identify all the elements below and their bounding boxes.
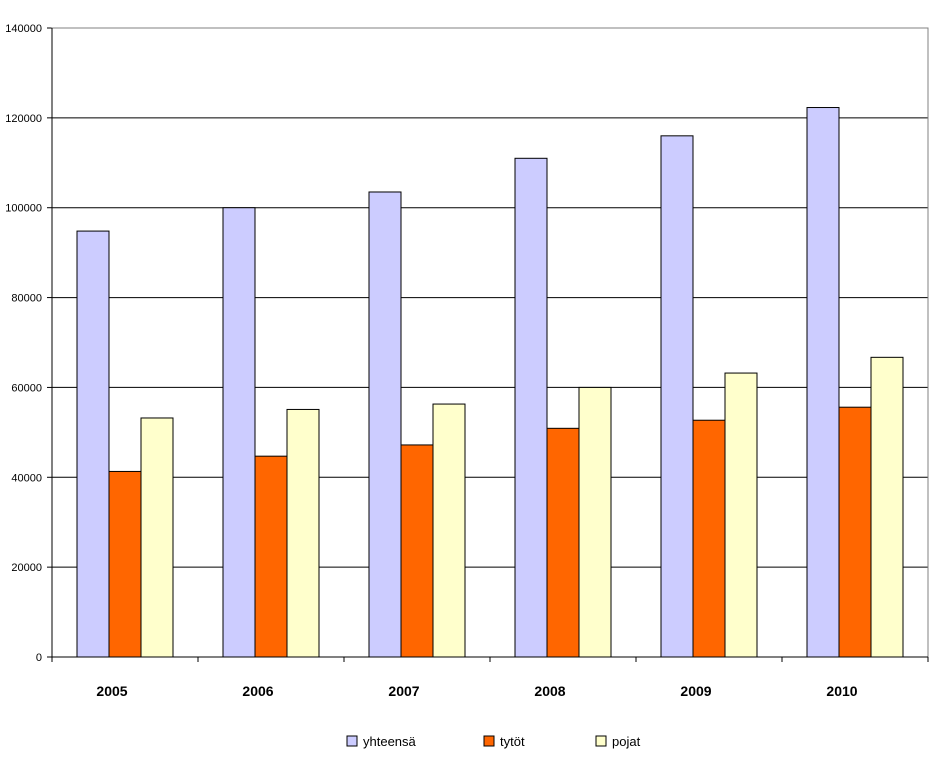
legend-label: yhteensä xyxy=(363,734,417,749)
legend-swatch-yhteensä xyxy=(346,735,358,747)
bar-yhteensä-2005 xyxy=(76,230,110,658)
bar-tytöt-2005 xyxy=(108,470,142,658)
bar-tytöt-2009 xyxy=(692,419,726,658)
y-tick-label: 80000 xyxy=(11,293,42,305)
x-tick-label: 2010 xyxy=(826,683,857,699)
bar-yhteensä-2010 xyxy=(806,107,840,658)
x-tick-labels: 2005 2006 2007 2008 2009 2010 xyxy=(96,683,857,699)
bar-tytöt-2010 xyxy=(838,406,872,658)
y-tick-labels: 0 20000 40000 60000 80000 100000 120000 140000 xyxy=(5,23,42,664)
y-tick-label: 40000 xyxy=(11,472,42,484)
bar-pojat-2005 xyxy=(140,417,174,658)
bar-pojat-2010 xyxy=(870,356,904,658)
bar-pojat-2006 xyxy=(286,408,320,658)
gridlines xyxy=(47,27,928,658)
x-tick-label: 2008 xyxy=(534,683,565,699)
y-tick-label: 100000 xyxy=(5,203,42,215)
bar-pojat-2008 xyxy=(578,386,612,658)
x-tick-label: 2006 xyxy=(242,683,273,699)
bar-pojat-2007 xyxy=(432,403,466,658)
legend-label: tytöt xyxy=(500,734,525,749)
bar-yhteensä-2007 xyxy=(368,191,402,658)
y-tick-label: 120000 xyxy=(5,113,42,125)
x-tick-label: 2005 xyxy=(96,683,127,699)
y-tick-label: 140000 xyxy=(5,23,42,35)
plot-border xyxy=(51,27,929,658)
bar-yhteensä-2008 xyxy=(514,157,548,658)
bar-tytöt-2007 xyxy=(400,444,434,658)
axes xyxy=(51,27,929,662)
bar-yhteensä-2009 xyxy=(660,135,694,658)
y-tick-label: 60000 xyxy=(11,382,42,394)
x-tick-label: 2007 xyxy=(388,683,419,699)
bar-yhteensä-2006 xyxy=(222,207,256,658)
y-tick-label: 0 xyxy=(36,652,42,664)
legend-label: pojat xyxy=(612,734,641,749)
x-tick-label: 2009 xyxy=(680,683,711,699)
bar-tytöt-2006 xyxy=(254,455,288,658)
legend: yhteensä tytöt pojat xyxy=(346,734,641,749)
bars xyxy=(76,107,904,658)
y-tick-label: 20000 xyxy=(11,562,42,574)
bar-tytöt-2008 xyxy=(546,427,580,658)
legend-swatch-pojat xyxy=(595,735,607,747)
bar-pojat-2009 xyxy=(724,372,758,658)
legend-swatch-tytöt xyxy=(483,735,495,747)
